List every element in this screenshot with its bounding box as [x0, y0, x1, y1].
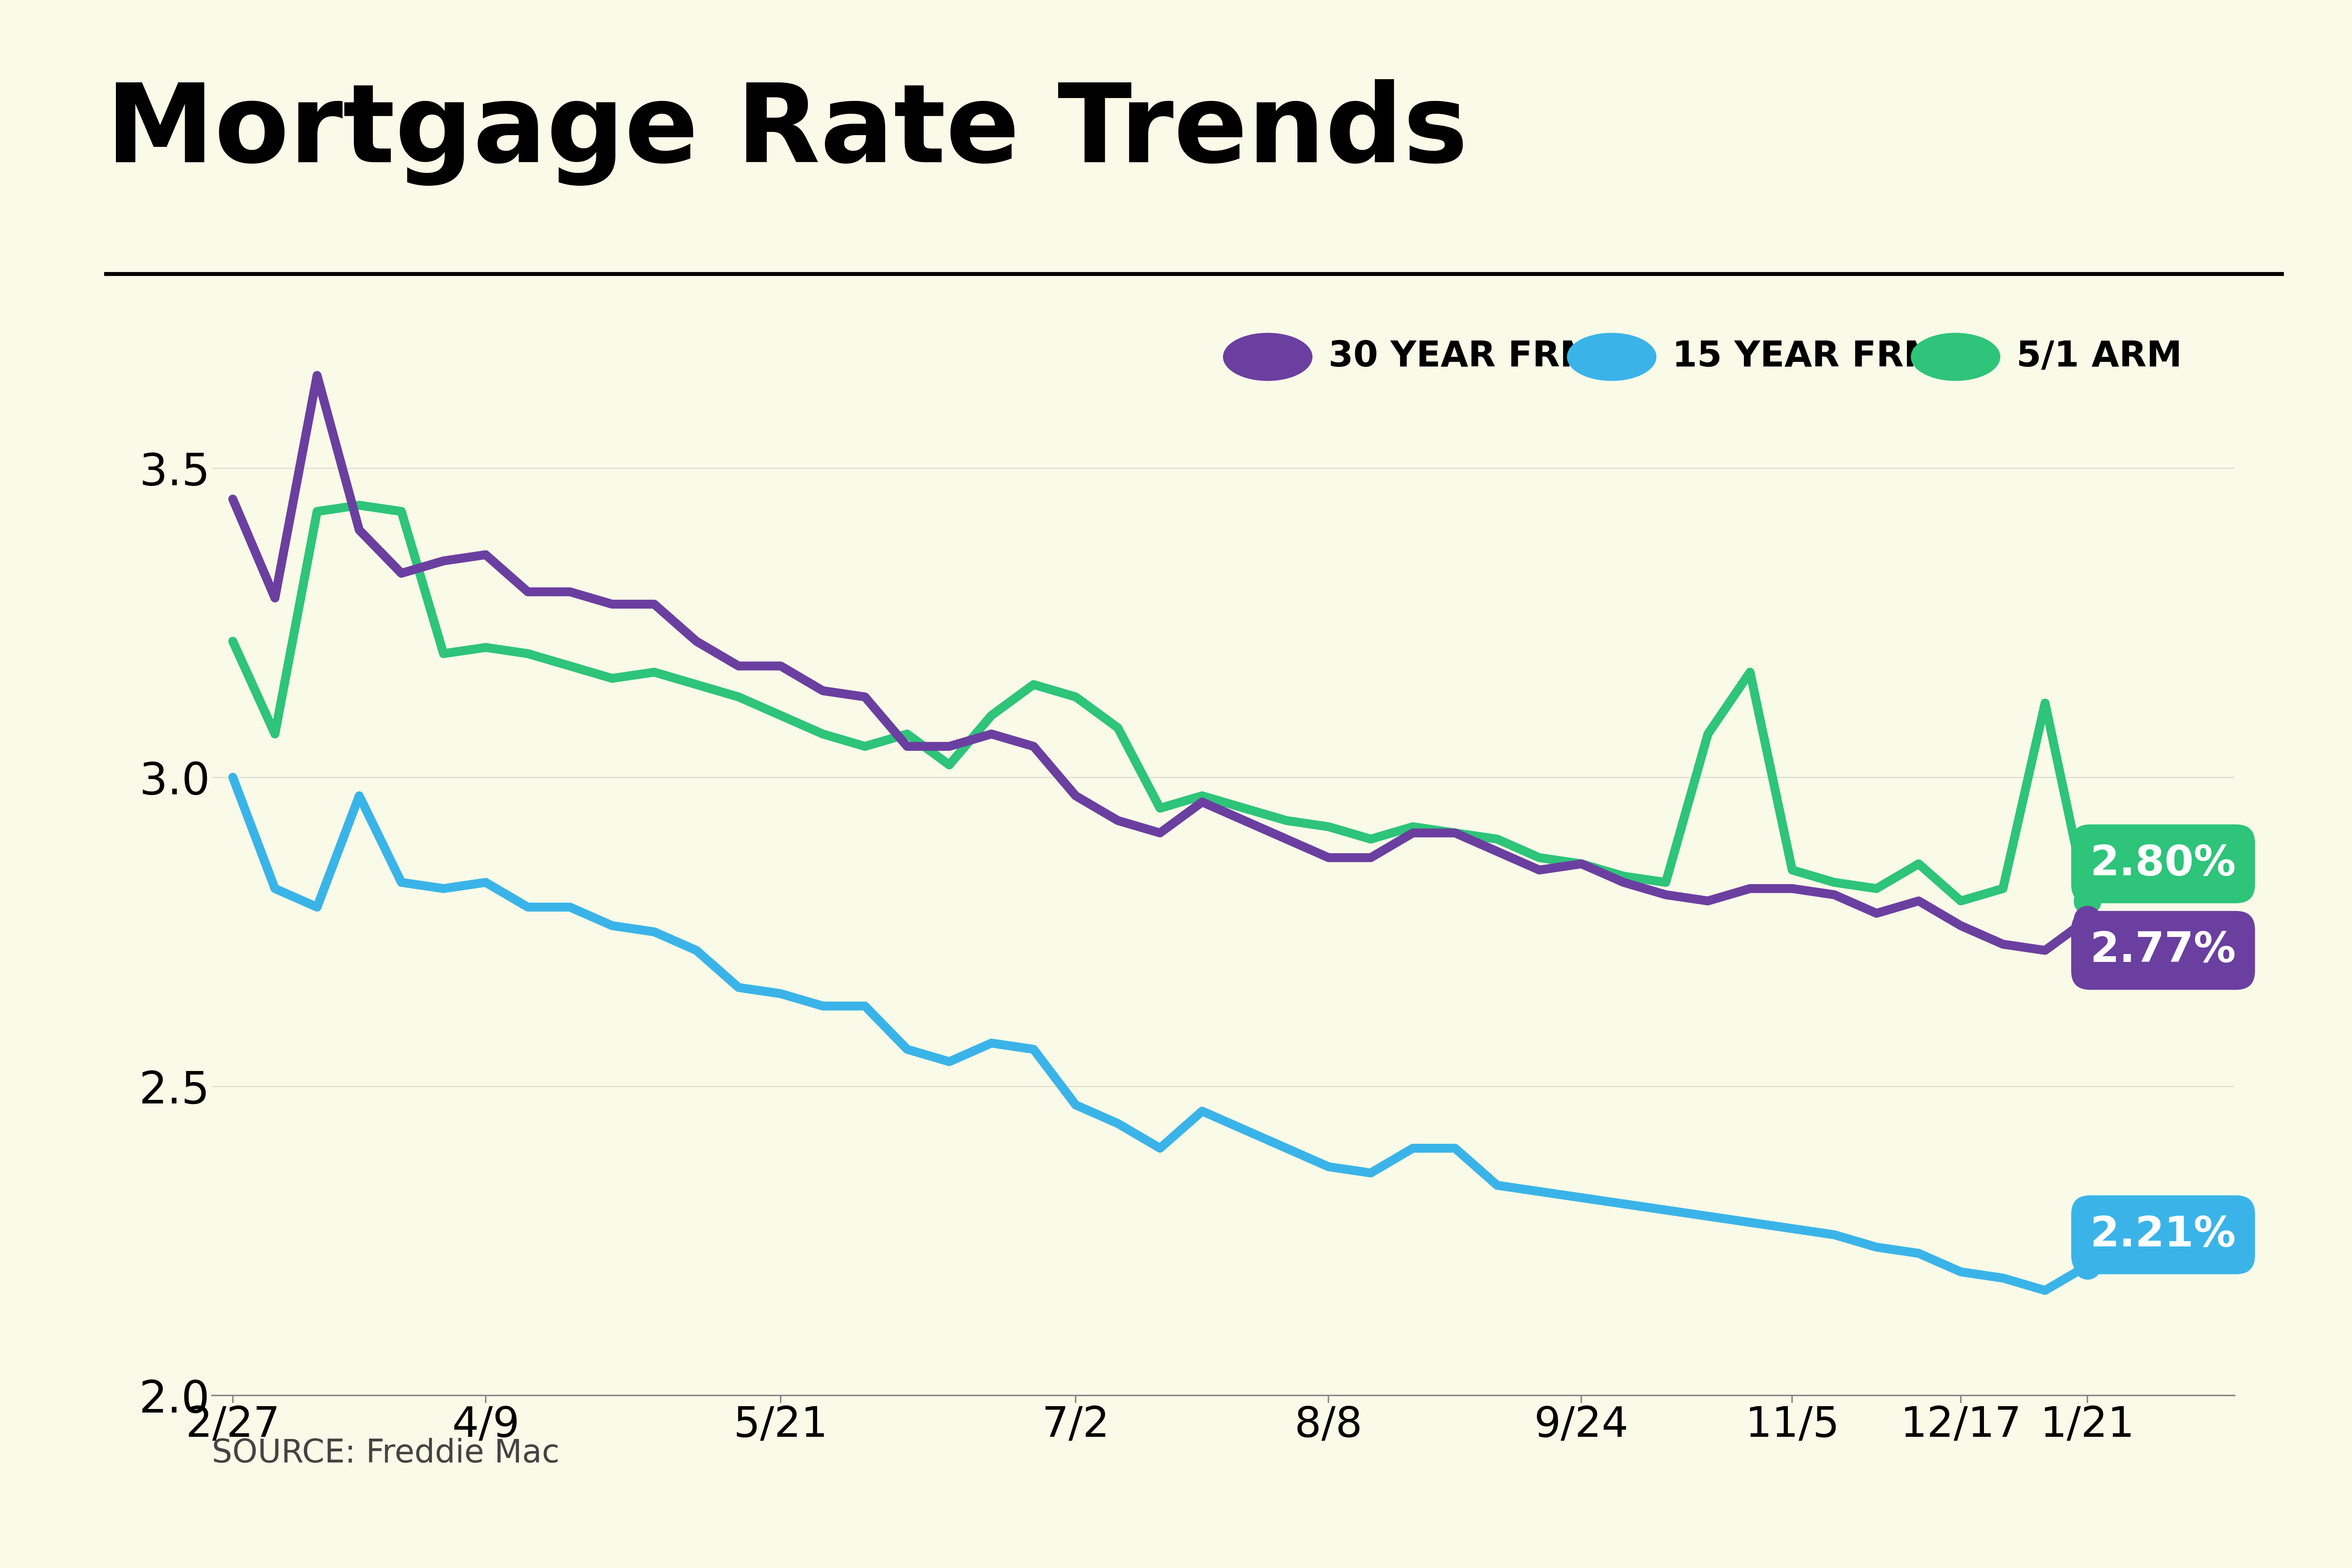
- Text: 2.21%: 2.21%: [2091, 1214, 2237, 1256]
- Circle shape: [1910, 332, 1999, 381]
- Text: 2.80%: 2.80%: [2091, 844, 2237, 884]
- Text: 5/1 ARM: 5/1 ARM: [2016, 340, 2183, 375]
- Circle shape: [1566, 332, 1656, 381]
- Point: [2067, 906, 2105, 931]
- Point: [2067, 1253, 2105, 1278]
- Text: Mortgage Rate Trends: Mortgage Rate Trends: [106, 78, 1468, 185]
- Circle shape: [1223, 332, 1312, 381]
- Text: SOURCE: Freddie Mac: SOURCE: Freddie Mac: [212, 1438, 560, 1469]
- Text: 15 YEAR FRM: 15 YEAR FRM: [1672, 340, 1938, 375]
- Text: 2.77%: 2.77%: [2091, 930, 2237, 971]
- Point: [2067, 889, 2105, 914]
- Text: 30 YEAR FRM: 30 YEAR FRM: [1329, 340, 1595, 375]
